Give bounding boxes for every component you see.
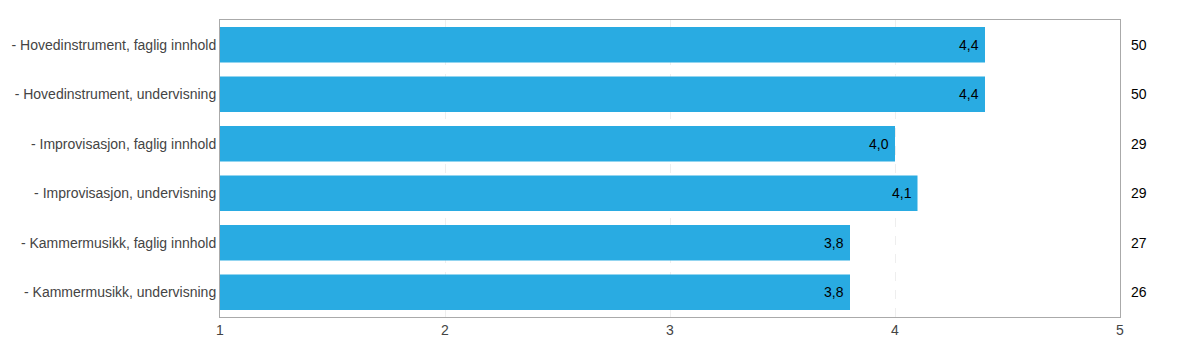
svg-text:4,1: 4,1 xyxy=(892,185,912,201)
svg-text:5: 5 xyxy=(1116,322,1124,338)
svg-text:- Improvisasjon, undervisning: - Improvisasjon, undervisning xyxy=(34,185,216,201)
svg-text:29: 29 xyxy=(1131,136,1147,152)
svg-text:27: 27 xyxy=(1131,235,1147,251)
svg-text:4: 4 xyxy=(891,322,899,338)
svg-text:- Hovedinstrument, faglig innh: - Hovedinstrument, faglig innhold xyxy=(12,37,217,53)
svg-text:50: 50 xyxy=(1131,37,1147,53)
svg-text:4,0: 4,0 xyxy=(869,136,889,152)
svg-text:29: 29 xyxy=(1131,185,1147,201)
svg-text:1: 1 xyxy=(216,322,224,338)
svg-text:3,8: 3,8 xyxy=(824,235,844,251)
svg-text:3,8: 3,8 xyxy=(824,284,844,300)
svg-text:- Kammermusikk, undervisning: - Kammermusikk, undervisning xyxy=(24,284,216,300)
svg-text:26: 26 xyxy=(1131,284,1147,300)
svg-text:4,4: 4,4 xyxy=(959,37,979,53)
svg-text:2: 2 xyxy=(441,322,449,338)
svg-text:- Kammermusikk, faglig innhold: - Kammermusikk, faglig innhold xyxy=(21,235,216,251)
svg-text:- Improvisasjon, faglig innhol: - Improvisasjon, faglig innhold xyxy=(31,136,216,152)
svg-text:3: 3 xyxy=(666,322,674,338)
svg-text:4,4: 4,4 xyxy=(959,86,979,102)
svg-text:- Hovedinstrument, undervisnin: - Hovedinstrument, undervisning xyxy=(15,86,217,102)
svg-text:50: 50 xyxy=(1131,86,1147,102)
